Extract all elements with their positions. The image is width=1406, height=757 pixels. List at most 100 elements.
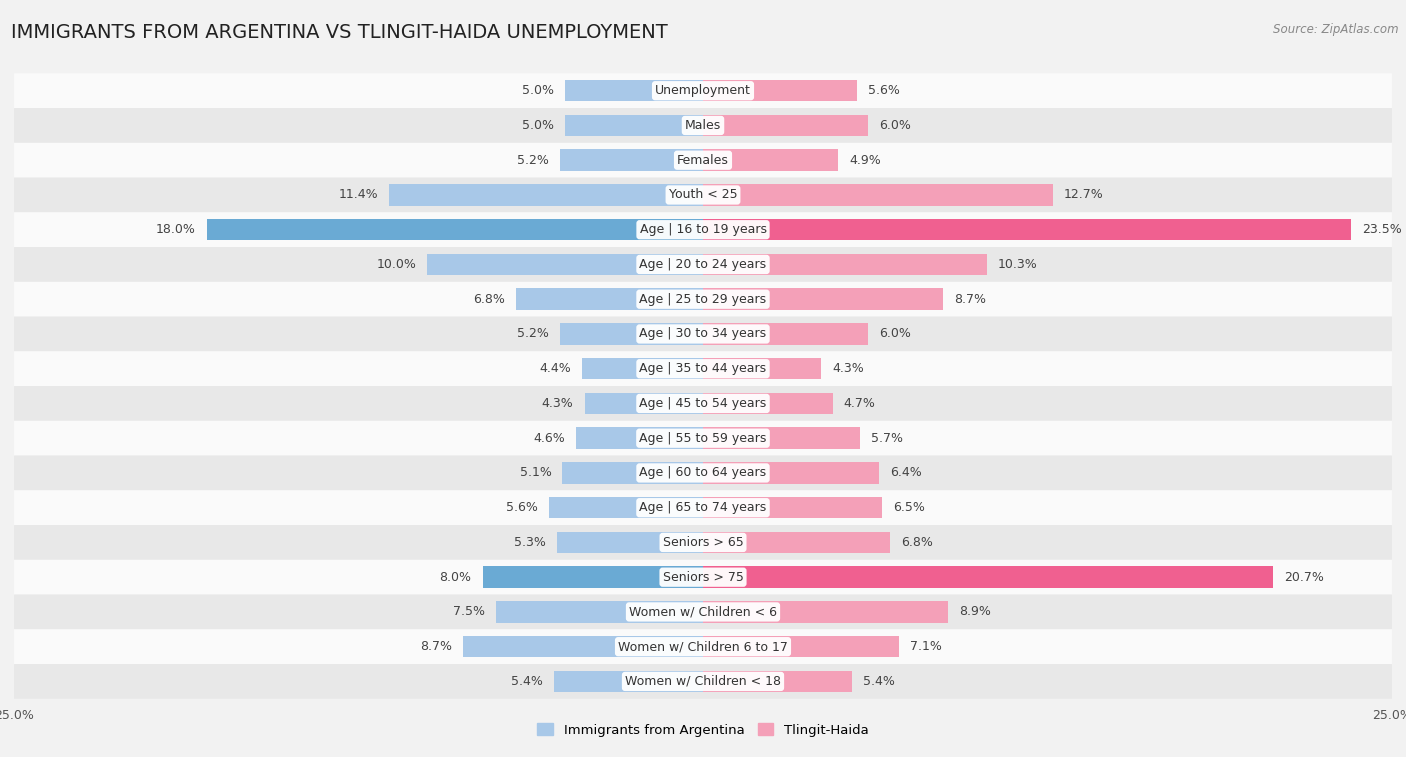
Text: 8.7%: 8.7% bbox=[420, 640, 453, 653]
Text: 4.9%: 4.9% bbox=[849, 154, 880, 167]
FancyBboxPatch shape bbox=[14, 73, 1392, 108]
Bar bbox=[389, 184, 703, 206]
Text: 5.6%: 5.6% bbox=[869, 84, 900, 97]
Text: 7.1%: 7.1% bbox=[910, 640, 942, 653]
Bar bbox=[703, 219, 1351, 241]
FancyBboxPatch shape bbox=[14, 212, 1392, 247]
Text: Age | 25 to 29 years: Age | 25 to 29 years bbox=[640, 293, 766, 306]
Bar bbox=[703, 184, 1053, 206]
Text: Women w/ Children < 18: Women w/ Children < 18 bbox=[626, 675, 780, 688]
Text: Age | 16 to 19 years: Age | 16 to 19 years bbox=[640, 223, 766, 236]
Text: Males: Males bbox=[685, 119, 721, 132]
FancyBboxPatch shape bbox=[14, 316, 1392, 351]
Text: 11.4%: 11.4% bbox=[339, 188, 378, 201]
FancyBboxPatch shape bbox=[14, 525, 1392, 560]
Bar bbox=[703, 323, 869, 344]
Text: 5.3%: 5.3% bbox=[515, 536, 546, 549]
Text: 5.4%: 5.4% bbox=[863, 675, 894, 688]
Bar bbox=[585, 393, 703, 414]
Text: 8.7%: 8.7% bbox=[953, 293, 986, 306]
Text: 4.3%: 4.3% bbox=[832, 362, 865, 375]
Text: Source: ZipAtlas.com: Source: ZipAtlas.com bbox=[1274, 23, 1399, 36]
FancyBboxPatch shape bbox=[14, 143, 1392, 178]
Text: Unemployment: Unemployment bbox=[655, 84, 751, 97]
Text: Women w/ Children 6 to 17: Women w/ Children 6 to 17 bbox=[619, 640, 787, 653]
Text: 6.0%: 6.0% bbox=[879, 328, 911, 341]
FancyBboxPatch shape bbox=[14, 178, 1392, 212]
Bar bbox=[548, 497, 703, 519]
Bar bbox=[560, 149, 703, 171]
Text: 5.2%: 5.2% bbox=[517, 154, 548, 167]
FancyBboxPatch shape bbox=[14, 594, 1392, 629]
Text: Age | 60 to 64 years: Age | 60 to 64 years bbox=[640, 466, 766, 479]
FancyBboxPatch shape bbox=[14, 491, 1392, 525]
Bar bbox=[703, 288, 943, 310]
Bar bbox=[703, 80, 858, 101]
FancyBboxPatch shape bbox=[14, 421, 1392, 456]
Bar bbox=[557, 531, 703, 553]
FancyBboxPatch shape bbox=[14, 560, 1392, 594]
Text: Age | 30 to 34 years: Age | 30 to 34 years bbox=[640, 328, 766, 341]
Text: 5.1%: 5.1% bbox=[520, 466, 551, 479]
Text: 4.4%: 4.4% bbox=[538, 362, 571, 375]
Bar bbox=[703, 636, 898, 657]
Bar bbox=[703, 463, 879, 484]
Bar bbox=[463, 636, 703, 657]
Text: Youth < 25: Youth < 25 bbox=[669, 188, 737, 201]
Bar bbox=[562, 463, 703, 484]
Text: 6.5%: 6.5% bbox=[893, 501, 925, 514]
FancyBboxPatch shape bbox=[14, 108, 1392, 143]
Text: 7.5%: 7.5% bbox=[453, 606, 485, 618]
Bar bbox=[703, 531, 890, 553]
Legend: Immigrants from Argentina, Tlingit-Haida: Immigrants from Argentina, Tlingit-Haida bbox=[531, 718, 875, 742]
Bar bbox=[703, 149, 838, 171]
FancyBboxPatch shape bbox=[14, 456, 1392, 491]
Bar bbox=[427, 254, 703, 276]
Text: Age | 55 to 59 years: Age | 55 to 59 years bbox=[640, 431, 766, 444]
Bar bbox=[560, 323, 703, 344]
Text: 4.6%: 4.6% bbox=[533, 431, 565, 444]
Text: Age | 45 to 54 years: Age | 45 to 54 years bbox=[640, 397, 766, 410]
Bar bbox=[582, 358, 703, 379]
Bar bbox=[516, 288, 703, 310]
Text: Seniors > 75: Seniors > 75 bbox=[662, 571, 744, 584]
Bar bbox=[703, 671, 852, 692]
Text: 6.4%: 6.4% bbox=[890, 466, 922, 479]
Text: 5.2%: 5.2% bbox=[517, 328, 548, 341]
Text: 5.0%: 5.0% bbox=[522, 119, 554, 132]
Text: 5.6%: 5.6% bbox=[506, 501, 537, 514]
Bar bbox=[703, 428, 860, 449]
Bar bbox=[703, 497, 882, 519]
Text: 8.0%: 8.0% bbox=[440, 571, 471, 584]
Text: 6.8%: 6.8% bbox=[901, 536, 934, 549]
Text: 12.7%: 12.7% bbox=[1064, 188, 1104, 201]
Bar bbox=[565, 80, 703, 101]
Bar bbox=[703, 115, 869, 136]
Bar bbox=[703, 254, 987, 276]
Text: Age | 65 to 74 years: Age | 65 to 74 years bbox=[640, 501, 766, 514]
Text: 18.0%: 18.0% bbox=[156, 223, 195, 236]
FancyBboxPatch shape bbox=[14, 351, 1392, 386]
Bar bbox=[496, 601, 703, 623]
FancyBboxPatch shape bbox=[14, 629, 1392, 664]
Bar bbox=[482, 566, 703, 588]
Text: 20.7%: 20.7% bbox=[1285, 571, 1324, 584]
Text: Age | 20 to 24 years: Age | 20 to 24 years bbox=[640, 258, 766, 271]
Text: Females: Females bbox=[678, 154, 728, 167]
Bar bbox=[703, 601, 948, 623]
FancyBboxPatch shape bbox=[14, 664, 1392, 699]
Text: 5.7%: 5.7% bbox=[872, 431, 903, 444]
Bar bbox=[703, 566, 1274, 588]
Text: 8.9%: 8.9% bbox=[959, 606, 991, 618]
Text: 10.0%: 10.0% bbox=[377, 258, 416, 271]
FancyBboxPatch shape bbox=[14, 247, 1392, 282]
Text: 5.0%: 5.0% bbox=[522, 84, 554, 97]
Text: 6.8%: 6.8% bbox=[472, 293, 505, 306]
FancyBboxPatch shape bbox=[14, 282, 1392, 316]
Text: 6.0%: 6.0% bbox=[879, 119, 911, 132]
Text: 10.3%: 10.3% bbox=[998, 258, 1038, 271]
Text: IMMIGRANTS FROM ARGENTINA VS TLINGIT-HAIDA UNEMPLOYMENT: IMMIGRANTS FROM ARGENTINA VS TLINGIT-HAI… bbox=[11, 23, 668, 42]
Text: Age | 35 to 44 years: Age | 35 to 44 years bbox=[640, 362, 766, 375]
Bar bbox=[565, 115, 703, 136]
Text: 23.5%: 23.5% bbox=[1361, 223, 1402, 236]
